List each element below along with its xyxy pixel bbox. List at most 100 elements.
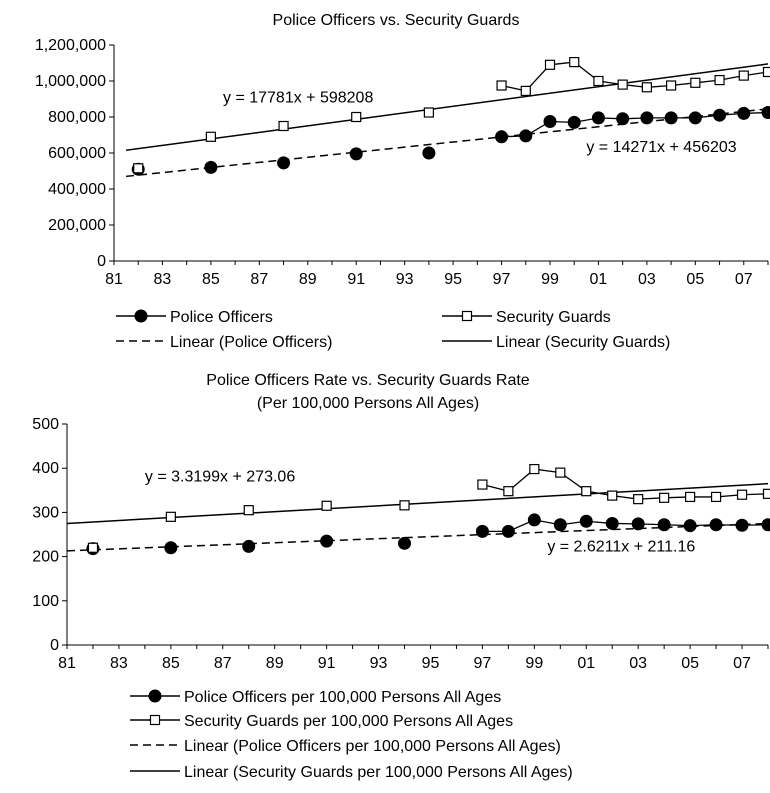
series-2-point: [279, 122, 288, 131]
series-1-point: [554, 518, 567, 531]
y-tick-label: 1,000,000: [35, 73, 106, 90]
x-tick-label: 97: [474, 655, 492, 672]
series-2-point: [691, 78, 700, 87]
legend-entry: Police Officers per 100,000 Persons All …: [130, 689, 501, 706]
legend-entry: Security Guards per 100,000 Persons All …: [130, 713, 513, 730]
series-1-point: [737, 107, 750, 120]
y-tick-label: 800,000: [48, 109, 106, 126]
series-1-point: [640, 111, 653, 124]
series-1-point: [544, 115, 557, 128]
y-tick-label: 500: [32, 416, 59, 433]
series-2-point: [88, 543, 97, 552]
series-2-point: [667, 81, 676, 90]
x-tick-label: 97: [493, 271, 511, 288]
y-tick-label: 400,000: [48, 181, 106, 198]
trendline-2: [126, 64, 768, 150]
series-2-point: [712, 492, 721, 501]
series-1-point: [350, 147, 363, 160]
series-2-point: [739, 71, 748, 80]
legend: Police Officers Security Guards Linear (Po…: [116, 309, 670, 351]
y-tick-label: 400: [32, 460, 59, 477]
chart-subtitle: (Per 100,000 Persons All Ages): [257, 395, 479, 412]
y-tick-label: 0: [50, 637, 59, 654]
x-tick-label: 99: [541, 271, 559, 288]
series-1-point: [204, 161, 217, 174]
series-2-point: [400, 501, 409, 510]
series-1-point: [568, 116, 581, 129]
trendline-equation: y = 3.3199x + 273.06: [145, 468, 295, 485]
legend-entry: Linear (Security Guards): [442, 334, 670, 351]
series-1-point: [519, 129, 532, 142]
series-2-point: [322, 501, 331, 510]
legend-label: Police Officers per 100,000 Persons All …: [184, 689, 501, 706]
x-tick-label: 87: [214, 655, 232, 672]
legend-label: Security Guards per 100,000 Persons All …: [184, 713, 513, 730]
x-tick-label: 93: [396, 271, 414, 288]
legend-swatch-marker: [463, 312, 472, 321]
series-1-point: [658, 518, 671, 531]
chart-title: Police Officers Rate vs. Security Guards…: [206, 372, 529, 389]
series-2-point: [608, 491, 617, 500]
series-2-point: [570, 58, 579, 67]
series-2-point: [634, 495, 643, 504]
x-tick-label: 03: [638, 271, 656, 288]
series-1-point: [398, 537, 411, 550]
series-1-point: [665, 111, 678, 124]
series-2-point: [497, 81, 506, 90]
x-tick-label: 95: [422, 655, 440, 672]
x-tick-label: 05: [686, 271, 704, 288]
x-tick-label: 01: [590, 271, 608, 288]
trendline-equation: y = 14271x + 456203: [586, 139, 736, 156]
series-1-point: [762, 518, 770, 531]
series-2-point: [478, 480, 487, 489]
series-1-point: [713, 109, 726, 122]
series-1-point: [736, 519, 749, 532]
series-2-point: [134, 164, 143, 173]
x-tick-label: 07: [735, 271, 753, 288]
series-2-point: [166, 512, 175, 521]
series-2-point: [618, 80, 627, 89]
x-tick-label: 85: [162, 655, 180, 672]
series-2-point: [504, 487, 513, 496]
y-tick-label: 200: [32, 549, 59, 566]
series-1-point: [242, 540, 255, 553]
series-2-point: [582, 487, 591, 496]
series-2-point: [715, 76, 724, 85]
legend-entry: Linear (Police Officers per 100,000 Pers…: [130, 738, 561, 755]
series-2-point: [244, 506, 253, 515]
series-2-point: [642, 83, 651, 92]
x-tick-label: 93: [370, 655, 388, 672]
x-tick-label: 85: [202, 271, 220, 288]
x-tick-label: 05: [681, 655, 699, 672]
series-1-point: [632, 517, 645, 530]
x-tick-label: 91: [347, 271, 365, 288]
y-tick-label: 600,000: [48, 145, 106, 162]
series-1-point: [580, 515, 593, 528]
chart-2: Police Officers Rate vs. Security Guards…: [32, 372, 770, 781]
series-1-line: [482, 520, 768, 531]
series-2-point: [738, 490, 747, 499]
x-tick-label: 91: [318, 655, 336, 672]
legend-label: Linear (Police Officers per 100,000 Pers…: [184, 738, 561, 755]
legend-swatch-marker: [151, 716, 160, 725]
y-tick-label: 100: [32, 593, 59, 610]
series-2-line: [502, 62, 768, 91]
legend-label: Linear (Police Officers): [170, 334, 332, 351]
series-2-point: [686, 492, 695, 501]
y-tick-label: 300: [32, 504, 59, 521]
x-tick-label: 83: [154, 271, 172, 288]
series-2-point: [352, 113, 361, 122]
legend-label: Security Guards: [496, 309, 611, 326]
series-1-point: [502, 525, 515, 538]
x-tick-label: 03: [629, 655, 647, 672]
x-tick-label: 07: [733, 655, 751, 672]
series-2-point: [660, 493, 669, 502]
x-tick-label: 83: [110, 655, 128, 672]
y-tick-label: 1,200,000: [35, 37, 106, 54]
series-2-point: [546, 60, 555, 69]
x-tick-label: 87: [250, 271, 268, 288]
legend-entry: Police Officers: [116, 309, 273, 326]
x-tick-label: 89: [299, 271, 317, 288]
chart-1: Police Officers vs. Security Guards0200,…: [35, 12, 770, 351]
